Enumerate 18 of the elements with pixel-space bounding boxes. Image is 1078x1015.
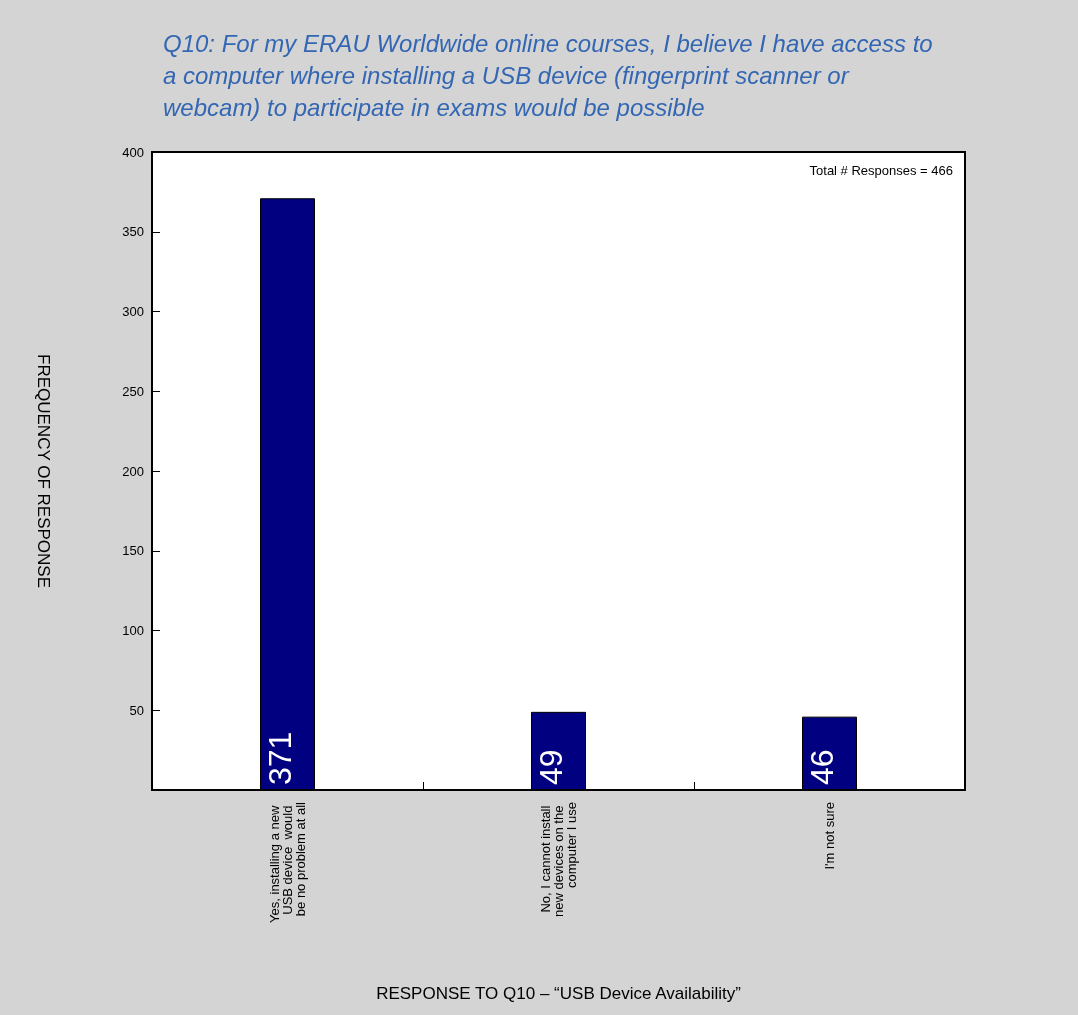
data-label: 46 xyxy=(803,749,840,785)
y-tick-label: 100 xyxy=(122,623,144,638)
y-tick-label: 300 xyxy=(122,304,144,319)
y-tick-label: 200 xyxy=(122,463,144,479)
y-tick-label: 50 xyxy=(129,702,144,718)
annotation: Total # Responses = 466 xyxy=(809,163,954,178)
data-label: 49 xyxy=(532,749,569,785)
x-axis-title: RESPONSE TO Q10 – “USB Device Availability” xyxy=(376,984,742,1003)
y-tick-label: 250 xyxy=(122,383,144,399)
y-tick-label: 400 xyxy=(122,144,144,160)
y-tick-label: 150 xyxy=(122,543,144,559)
x-tick-label: I'm not sure xyxy=(822,802,837,870)
y-tick-label: 350 xyxy=(122,224,144,240)
x-tick-label: No, I cannot install new devices on the computer I use xyxy=(538,802,579,917)
y-axis-title: FREQUENCY OF RESPONSE xyxy=(34,354,53,588)
data-label: 371 xyxy=(261,731,298,785)
x-tick-label: Yes, installing a new USB device would be no problem at all xyxy=(267,801,308,923)
chart-title: Q10: For my ERAU Worldwide online courses, I believe I have access to a computer where installing a USB device (fingerprint scanner or webcam) to participate in exams would be possible xyxy=(163,29,934,123)
